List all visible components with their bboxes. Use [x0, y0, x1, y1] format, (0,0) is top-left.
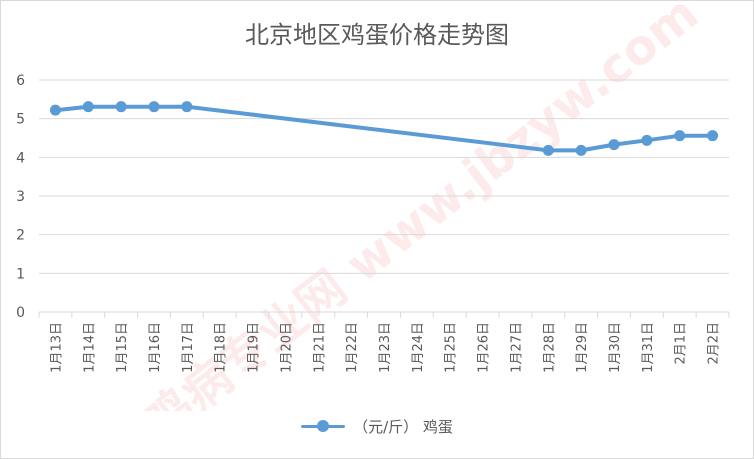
- legend-swatch: [301, 419, 346, 433]
- y-tick-label: 2: [16, 228, 25, 244]
- data-point: [115, 101, 127, 113]
- x-tick-label: 1月14日: [82, 322, 97, 373]
- data-point: [608, 139, 620, 151]
- x-tick-label: 1月20日: [279, 322, 294, 373]
- y-tick-label: 3: [16, 189, 25, 205]
- x-tick-label: 1月22日: [345, 322, 360, 373]
- x-tick-label: 1月29日: [575, 322, 590, 373]
- data-point: [674, 130, 686, 142]
- x-tick-label: 1月26日: [477, 322, 492, 373]
- y-tick-label: 4: [16, 150, 25, 166]
- x-tick-label: 1月24日: [411, 322, 426, 373]
- data-point: [707, 130, 719, 142]
- x-tick-label: 1月19日: [247, 322, 262, 373]
- x-tick-label: 1月28日: [542, 322, 557, 373]
- legend-label: （元/斤） 鸡蛋: [353, 417, 453, 436]
- y-tick-label: 1: [16, 266, 25, 282]
- legend: （元/斤） 鸡蛋: [1, 413, 753, 439]
- x-tick-label: 1月21日: [312, 322, 327, 373]
- data-point: [542, 144, 554, 156]
- data-point: [49, 104, 61, 116]
- x-tick-label: 1月27日: [509, 322, 524, 373]
- data-point: [181, 101, 193, 113]
- x-tick-label: 1月16日: [148, 322, 163, 373]
- chart-title: 北京地区鸡蛋价格走势图: [245, 21, 509, 49]
- x-tick-label: 2月2日: [707, 322, 722, 365]
- x-tick-label: 1月31日: [641, 322, 656, 373]
- y-tick-label: 5: [16, 112, 25, 128]
- x-tick-label: 2月1日: [674, 322, 689, 365]
- x-tick-label: 1月17日: [181, 322, 196, 373]
- data-point: [82, 101, 94, 113]
- y-tick-label: 0: [16, 305, 25, 321]
- data-point: [148, 101, 160, 113]
- data-point: [641, 134, 653, 146]
- x-tick-label: 1月25日: [444, 322, 459, 373]
- data-point: [575, 144, 587, 156]
- x-tick-label: 1月30日: [608, 322, 623, 373]
- y-tick-label: 6: [16, 73, 25, 89]
- x-tick-label: 1月23日: [378, 322, 393, 373]
- x-tick-label: 1月13日: [49, 322, 64, 373]
- x-tick-label: 1月15日: [115, 322, 130, 373]
- x-tick-label: 1月18日: [214, 322, 229, 373]
